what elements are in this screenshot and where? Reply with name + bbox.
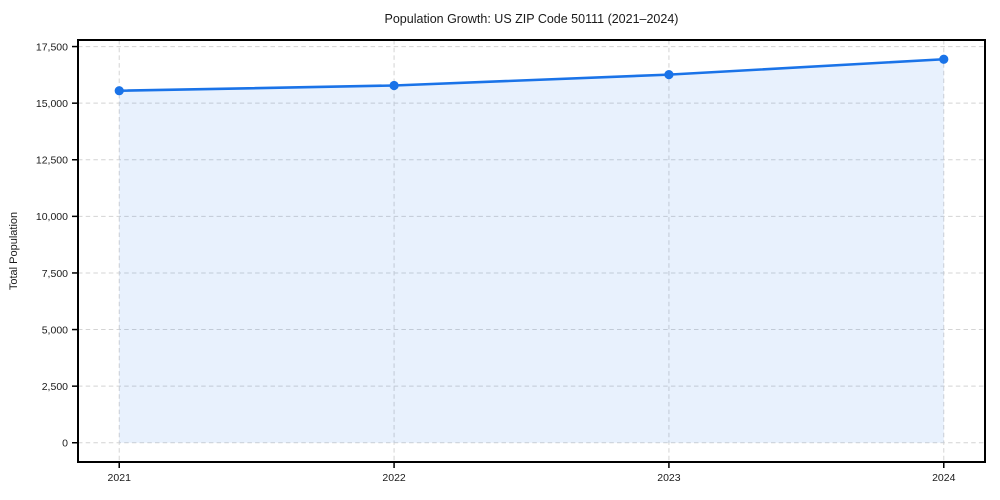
y-tick-label: 10,000 xyxy=(36,211,68,223)
data-point xyxy=(114,86,124,96)
y-tick-label: 0 xyxy=(62,438,68,450)
data-point xyxy=(664,70,674,80)
data-point xyxy=(939,54,949,64)
grid-layer xyxy=(78,40,985,462)
plot-border xyxy=(77,39,986,463)
data-point xyxy=(389,80,399,91)
x-tick-label: 2024 xyxy=(932,472,956,484)
y-tick-label: 17,500 xyxy=(36,41,68,53)
y-tick-label: 2,500 xyxy=(42,381,68,393)
y-tick-label: 12,500 xyxy=(36,155,68,167)
y-tick-label: 7,500 xyxy=(42,268,68,280)
y-tick-label: 15,000 xyxy=(36,98,68,110)
y-tick-label: 5,000 xyxy=(42,324,68,336)
x-tick-label: 2023 xyxy=(657,472,681,484)
x-tick-label: 2022 xyxy=(382,472,406,484)
y-axis-label: Total Population xyxy=(8,212,20,290)
x-tick-label: 2021 xyxy=(108,472,132,484)
chart-title: Population Growth: US ZIP Code 50111 (20… xyxy=(385,12,679,26)
area-fill xyxy=(119,59,944,443)
series-line xyxy=(117,57,946,93)
